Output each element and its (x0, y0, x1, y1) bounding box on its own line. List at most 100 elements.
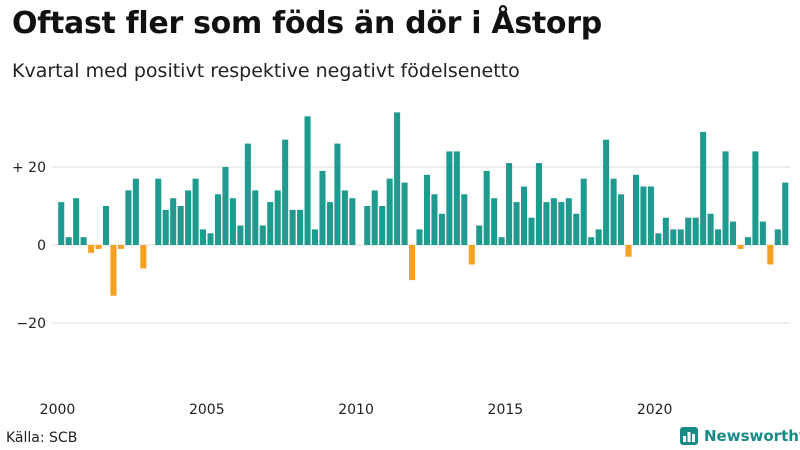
bar-positive (125, 190, 132, 245)
bar-negative (468, 245, 475, 265)
bar-positive (214, 194, 222, 245)
bar-positive (759, 221, 766, 245)
bar-positive (603, 139, 610, 245)
bar-positive (192, 178, 199, 245)
bar-negative (625, 245, 632, 257)
bar-positive (670, 229, 677, 245)
bar-positive (535, 163, 542, 245)
bar-positive (588, 237, 595, 245)
bar-positive (394, 112, 401, 246)
bar-positive (177, 206, 184, 245)
chart-title: Oftast fler som föds än dör i Åstorp (12, 6, 602, 41)
bar-positive (618, 194, 625, 245)
bar-positive (170, 198, 177, 245)
bar-positive (274, 190, 281, 245)
bar-positive (580, 178, 587, 245)
bar-positive (640, 186, 647, 245)
y-tick-label: 0 (37, 238, 46, 254)
bar-positive (222, 167, 229, 245)
x-tick-label: 2005 (189, 402, 225, 418)
bar-positive (632, 174, 640, 245)
bar-positive (237, 225, 244, 245)
bar-positive (461, 194, 468, 245)
bar-positive (102, 206, 110, 245)
bar-positive (782, 182, 789, 245)
bar-positive (692, 217, 699, 245)
bar-negative (117, 245, 124, 249)
bar-negative (110, 245, 117, 296)
bar-positive (80, 237, 87, 245)
bar-positive (453, 151, 460, 245)
bar-negative (88, 245, 95, 253)
y-tick-label: + 20 (12, 160, 46, 176)
bar-positive (565, 198, 572, 245)
bar-positive (73, 198, 80, 245)
bar-positive (707, 213, 714, 245)
bar-positive (595, 229, 602, 245)
bar-positive (259, 225, 266, 245)
x-tick-label: 2015 (488, 402, 524, 418)
bar-positive (252, 190, 259, 245)
bar-negative (409, 245, 416, 281)
bar-positive (476, 225, 483, 245)
bar-positive (752, 151, 759, 245)
bar-positive (282, 139, 289, 245)
bar-positive (610, 178, 617, 245)
bar-positive (364, 206, 371, 245)
bar-positive (550, 198, 557, 245)
bar-positive (700, 131, 707, 245)
bar-positive (446, 151, 453, 245)
bar-positive (65, 237, 72, 245)
x-tick-label: 2020 (637, 402, 673, 418)
bar-positive (349, 198, 356, 245)
bar-positive (491, 198, 498, 245)
bar-positive (655, 233, 662, 245)
bar-positive (423, 174, 431, 245)
bar-positive (483, 170, 490, 245)
bar-positive (58, 202, 65, 245)
bar-positive (528, 217, 535, 245)
bar-positive (520, 186, 528, 245)
bar-positive (647, 186, 654, 245)
bar-positive (155, 178, 162, 245)
bar-positive (438, 213, 445, 245)
bar-positive (498, 237, 505, 245)
bar-positive (200, 229, 207, 245)
bar-positive (677, 229, 684, 245)
bars (58, 112, 789, 296)
bar-positive (229, 198, 236, 245)
bar-positive (207, 233, 214, 245)
bar-positive (774, 229, 781, 245)
bar-positive (543, 202, 550, 245)
bar-positive (729, 221, 737, 245)
bar-positive (311, 229, 319, 245)
bar-positive (401, 182, 408, 245)
bar-positive (297, 209, 304, 245)
bar-positive (513, 202, 520, 245)
y-tick-label: −20 (16, 316, 46, 332)
bar-negative (737, 245, 744, 249)
chart-subtitle: Kvartal med positivt respektive negativt… (12, 60, 520, 82)
brand-name: Newsworthy (704, 427, 800, 445)
x-axis-ticks: 2000 2005 2010 2015 2020 (40, 402, 673, 418)
bar-positive (304, 116, 311, 245)
bar-positive (431, 194, 438, 245)
bar-positive (371, 190, 378, 245)
bar-positive (341, 190, 348, 245)
bar-positive (162, 209, 169, 245)
bar-positive (132, 178, 139, 245)
bar-negative (95, 245, 102, 249)
brand-logo[interactable]: Newsworthy (680, 427, 800, 445)
bar-positive (334, 143, 341, 245)
bar-positive (685, 217, 692, 245)
bar-positive (506, 163, 513, 245)
bar-positive (289, 209, 296, 245)
bar-positive (267, 202, 274, 245)
bar-positive (326, 202, 333, 245)
bar-positive (244, 143, 251, 245)
bar-positive (379, 206, 386, 245)
bar-positive (386, 178, 393, 245)
bar-positive (185, 190, 192, 245)
y-axis-ticks: + 20 0 −20 (12, 160, 46, 332)
x-tick-label: 2010 (338, 402, 374, 418)
